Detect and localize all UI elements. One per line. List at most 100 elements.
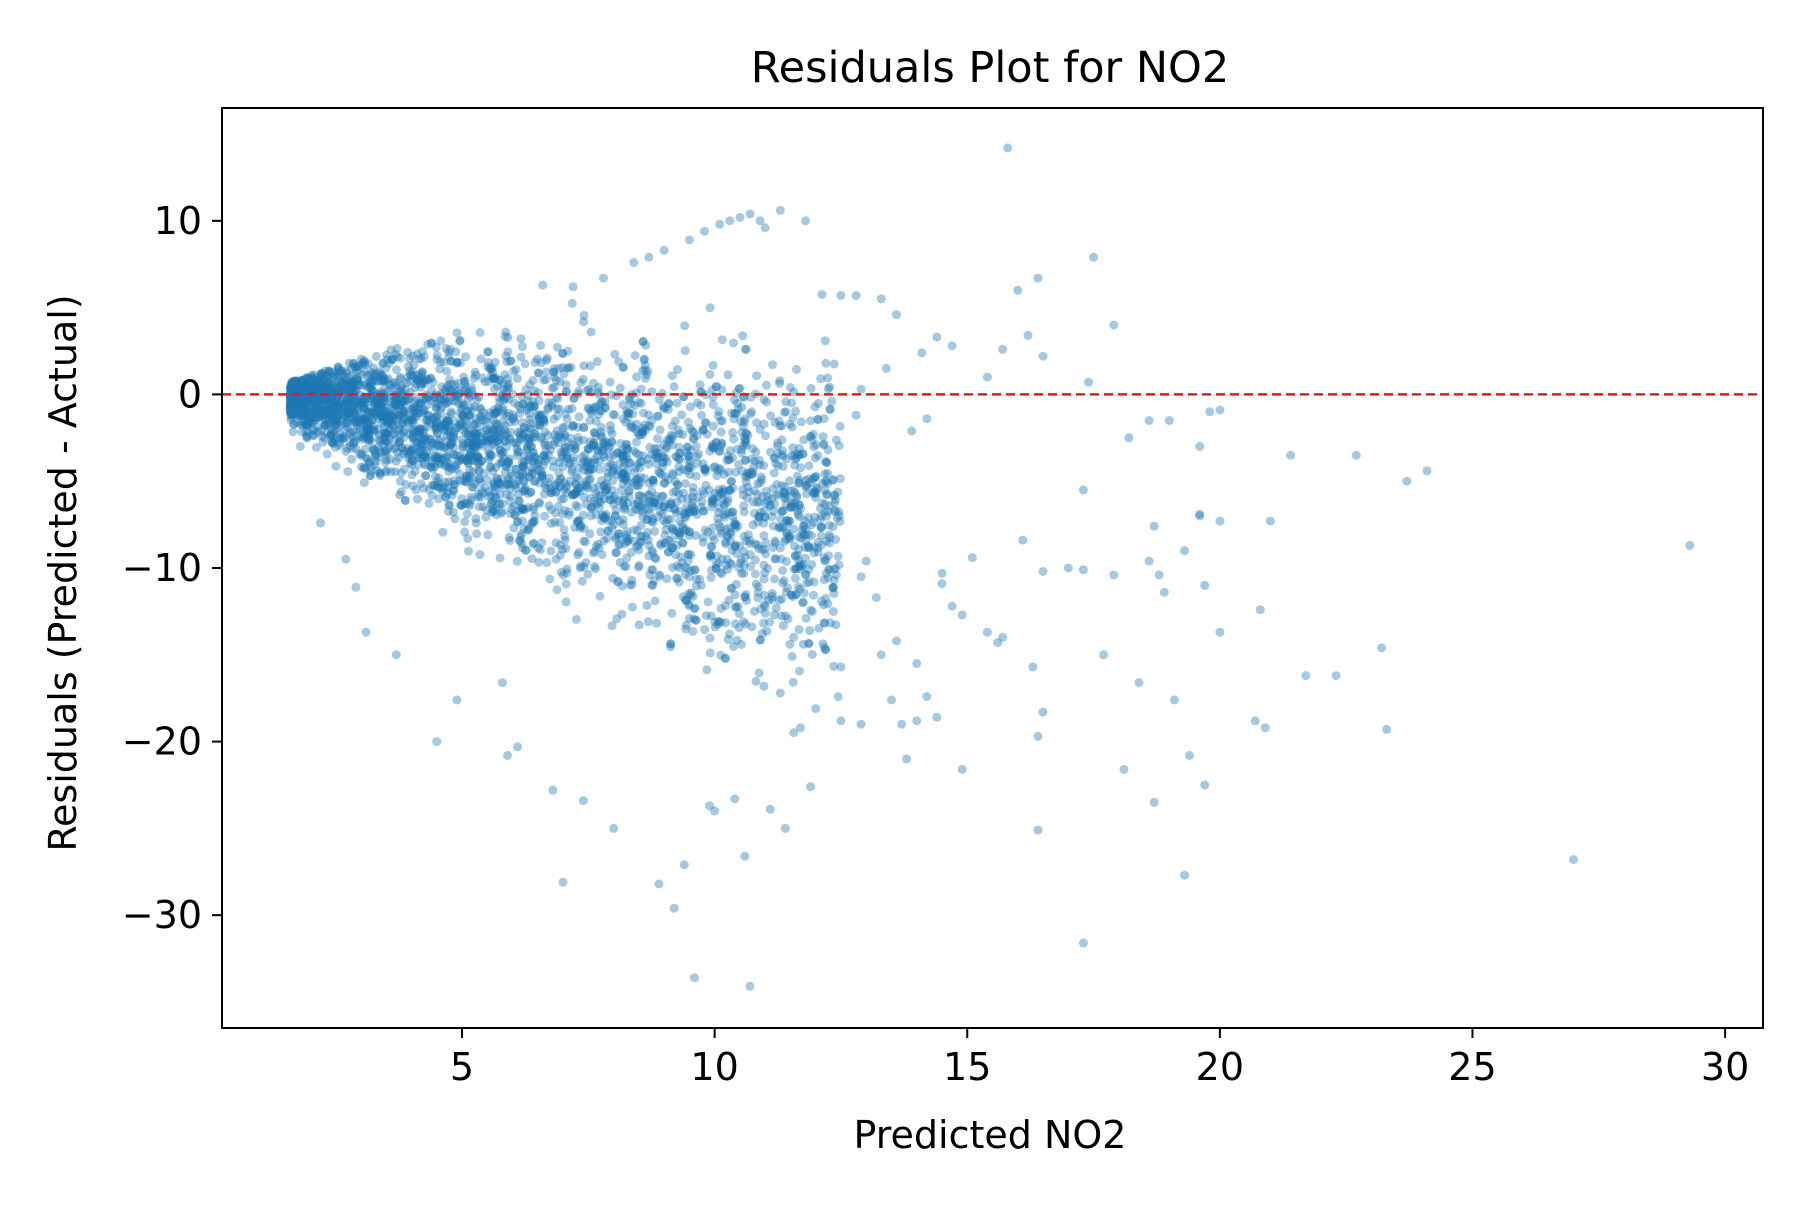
- data-point: [825, 404, 835, 414]
- data-point: [801, 475, 811, 485]
- data-point: [681, 595, 690, 605]
- data-point: [416, 479, 426, 489]
- data-point: [477, 456, 487, 466]
- data-point: [932, 332, 942, 342]
- data-point: [716, 442, 726, 452]
- data-point: [1382, 724, 1392, 734]
- data-point: [765, 501, 775, 510]
- data-point: [302, 379, 312, 389]
- data-point: [554, 438, 564, 448]
- data-point: [674, 467, 684, 477]
- data-point: [982, 372, 992, 382]
- data-point: [824, 565, 834, 574]
- data-point: [567, 422, 577, 432]
- data-point: [586, 511, 596, 521]
- data-point: [505, 483, 515, 493]
- data-point: [759, 560, 769, 570]
- data-point: [470, 432, 480, 442]
- data-point: [760, 568, 770, 578]
- data-point: [298, 406, 308, 416]
- data-point: [610, 491, 620, 501]
- data-point: [715, 219, 725, 229]
- data-point: [525, 415, 535, 424]
- data-point: [414, 354, 424, 364]
- data-point: [504, 533, 514, 542]
- data-point: [349, 401, 359, 411]
- data-point: [358, 380, 368, 390]
- data-point: [399, 400, 409, 410]
- data-point: [303, 420, 313, 430]
- data-point: [653, 500, 663, 510]
- data-point: [816, 531, 826, 540]
- data-point: [700, 467, 710, 477]
- data-point: [313, 397, 323, 407]
- data-point: [517, 503, 527, 513]
- data-point: [1301, 671, 1311, 681]
- data-point: [474, 466, 484, 476]
- data-point: [483, 475, 493, 485]
- data-point: [378, 358, 388, 368]
- data-point: [794, 478, 804, 488]
- data-point: [871, 593, 881, 602]
- data-point: [329, 403, 339, 413]
- data-point: [626, 399, 636, 409]
- data-point: [307, 373, 317, 383]
- data-point: [357, 398, 367, 408]
- data-point: [851, 291, 861, 300]
- data-point: [750, 456, 760, 466]
- data-point: [1260, 723, 1270, 733]
- data-point: [324, 366, 334, 376]
- data-point: [433, 452, 443, 462]
- data-point: [823, 506, 833, 516]
- data-point: [416, 444, 426, 454]
- data-point: [705, 801, 715, 811]
- data-point: [727, 476, 737, 486]
- data-point: [594, 503, 604, 513]
- data-point: [665, 515, 675, 524]
- data-point: [658, 457, 668, 467]
- data-point: [601, 485, 611, 495]
- data-point: [721, 618, 731, 628]
- data-point: [422, 422, 432, 432]
- data-point: [301, 383, 311, 393]
- data-point: [492, 474, 502, 484]
- data-point: [495, 430, 505, 440]
- data-point: [717, 416, 727, 426]
- data-point: [426, 462, 436, 472]
- data-point: [435, 441, 445, 451]
- data-point: [571, 479, 581, 489]
- data-point: [445, 385, 454, 395]
- data-point: [810, 487, 820, 497]
- data-point: [382, 393, 392, 403]
- data-point: [446, 356, 456, 366]
- data-point: [292, 401, 302, 411]
- data-point: [348, 432, 358, 442]
- data-point: [337, 416, 347, 426]
- data-point: [448, 486, 458, 496]
- data-point: [574, 463, 584, 473]
- data-point: [326, 423, 336, 433]
- data-point: [581, 558, 591, 568]
- data-point: [782, 557, 791, 566]
- data-point: [559, 447, 569, 457]
- data-point: [495, 553, 505, 563]
- data-point: [583, 403, 593, 413]
- data-point: [542, 558, 552, 567]
- data-point: [800, 530, 810, 540]
- data-point: [731, 602, 741, 612]
- data-point: [788, 592, 798, 601]
- data-point: [583, 444, 593, 454]
- data-point: [387, 410, 396, 420]
- data-point: [290, 405, 300, 415]
- data-point: [677, 410, 687, 420]
- data-point: [460, 377, 470, 386]
- data-point: [516, 532, 526, 541]
- data-point: [346, 371, 356, 381]
- data-point: [608, 466, 618, 476]
- data-point: [320, 381, 330, 390]
- data-point: [416, 398, 426, 408]
- data-point: [571, 479, 581, 489]
- data-point: [508, 414, 518, 424]
- data-point: [638, 337, 648, 346]
- data-point: [575, 563, 585, 573]
